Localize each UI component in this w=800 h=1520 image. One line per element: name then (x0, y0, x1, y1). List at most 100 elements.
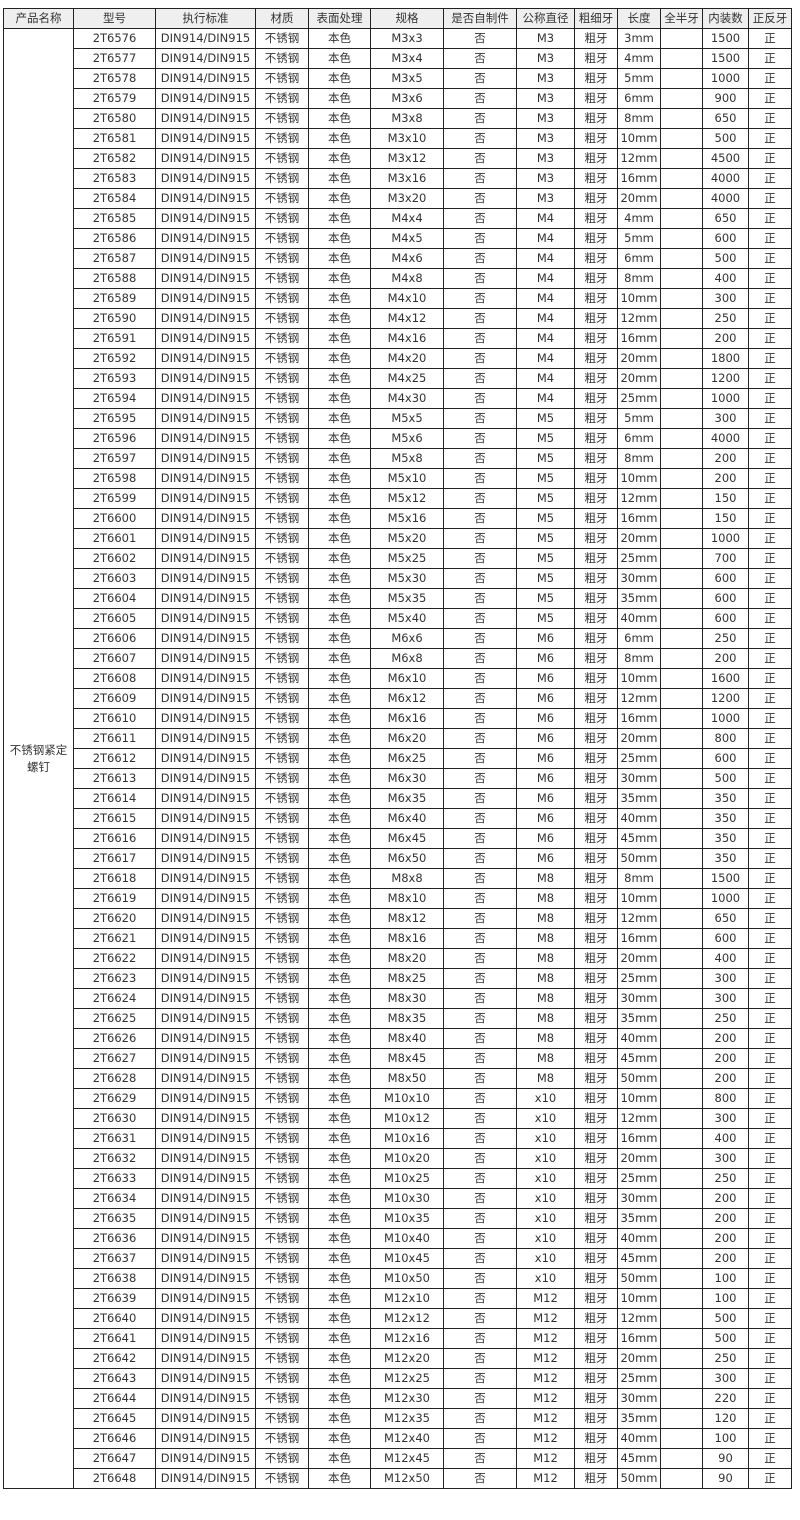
cell-self-made: 否 (443, 1428, 517, 1449)
cell-spec: M10x10 (370, 1088, 444, 1109)
cell-material: 不锈钢 (255, 1408, 309, 1429)
cell-full-half-thread (660, 1408, 703, 1429)
cell-thread-direction: 正 (748, 688, 792, 709)
cell-pack-quantity: 200 (702, 648, 749, 669)
cell-thread-direction: 正 (748, 1208, 792, 1229)
cell-full-half-thread (660, 888, 703, 909)
cell-thread-type: 粗牙 (574, 1368, 618, 1389)
cell-model: 2T6582 (73, 148, 156, 169)
cell-pack-quantity: 1000 (702, 528, 749, 549)
cell-model: 2T6618 (73, 868, 156, 889)
cell-standard: DIN914/DIN915 (155, 168, 256, 189)
cell-full-half-thread (660, 808, 703, 829)
cell-surface-treatment: 本色 (308, 128, 371, 149)
cell-thread-type: 粗牙 (574, 408, 618, 429)
cell-length: 8mm (617, 108, 661, 129)
cell-surface-treatment: 本色 (308, 648, 371, 669)
cell-spec: M12x30 (370, 1388, 444, 1409)
table-row: 2T6611 DIN914/DIN915 不锈钢 本色 M6x20 否 M6 粗牙 20mm 80… (4, 728, 792, 749)
cell-self-made: 否 (443, 1168, 517, 1189)
table-row: 2T6582 DIN914/DIN915 不锈钢 本色 M3x12 否 M3 粗牙 12mm 45… (4, 148, 792, 169)
cell-thread-direction: 正 (748, 528, 792, 549)
cell-thread-direction: 正 (748, 1188, 792, 1209)
cell-full-half-thread (660, 348, 703, 369)
cell-surface-treatment: 本色 (308, 608, 371, 629)
cell-nominal-diameter: M6 (516, 628, 575, 649)
cell-thread-type: 粗牙 (574, 1408, 618, 1429)
cell-thread-type: 粗牙 (574, 248, 618, 269)
cell-surface-treatment: 本色 (308, 788, 371, 809)
cell-self-made: 否 (443, 1008, 517, 1029)
table-row: 2T6621 DIN914/DIN915 不锈钢 本色 M8x16 否 M8 粗牙 16mm 60… (4, 928, 792, 949)
cell-pack-quantity: 500 (702, 1328, 749, 1349)
cell-standard: DIN914/DIN915 (155, 848, 256, 869)
cell-nominal-diameter: M5 (516, 448, 575, 469)
cell-self-made: 否 (443, 908, 517, 929)
cell-standard: DIN914/DIN915 (155, 1388, 256, 1409)
cell-standard: DIN914/DIN915 (155, 408, 256, 429)
table-row: 2T6590 DIN914/DIN915 不锈钢 本色 M4x12 否 M4 粗牙 12mm 25… (4, 308, 792, 329)
cell-nominal-diameter: M3 (516, 108, 575, 129)
table-row: 2T6626 DIN914/DIN915 不锈钢 本色 M8x40 否 M8 粗牙 40mm 20… (4, 1028, 792, 1049)
cell-self-made: 否 (443, 68, 517, 89)
cell-nominal-diameter: M4 (516, 348, 575, 369)
cell-thread-direction: 正 (748, 788, 792, 809)
cell-pack-quantity: 150 (702, 488, 749, 509)
cell-thread-direction: 正 (748, 128, 792, 149)
cell-full-half-thread (660, 1048, 703, 1069)
cell-length: 30mm (617, 988, 661, 1009)
cell-self-made: 否 (443, 428, 517, 449)
cell-spec: M5x12 (370, 488, 444, 509)
table-row: 2T6610 DIN914/DIN915 不锈钢 本色 M6x16 否 M6 粗牙 16mm 10… (4, 708, 792, 729)
cell-length: 20mm (617, 1348, 661, 1369)
cell-standard: DIN914/DIN915 (155, 808, 256, 829)
cell-nominal-diameter: x10 (516, 1148, 575, 1169)
cell-standard: DIN914/DIN915 (155, 668, 256, 689)
cell-standard: DIN914/DIN915 (155, 468, 256, 489)
cell-model: 2T6612 (73, 748, 156, 769)
cell-pack-quantity: 250 (702, 1168, 749, 1189)
cell-nominal-diameter: M3 (516, 68, 575, 89)
cell-spec: M12x20 (370, 1348, 444, 1369)
cell-pack-quantity: 200 (702, 1228, 749, 1249)
cell-material: 不锈钢 (255, 988, 309, 1009)
cell-length: 6mm (617, 628, 661, 649)
table-row: 2T6622 DIN914/DIN915 不锈钢 本色 M8x20 否 M8 粗牙 20mm 40… (4, 948, 792, 969)
cell-material: 不锈钢 (255, 1068, 309, 1089)
cell-thread-direction: 正 (748, 1308, 792, 1329)
cell-pack-quantity: 650 (702, 908, 749, 929)
cell-thread-type: 粗牙 (574, 468, 618, 489)
cell-pack-quantity: 1500 (702, 48, 749, 69)
cell-length: 25mm (617, 1368, 661, 1389)
cell-nominal-diameter: M4 (516, 268, 575, 289)
cell-surface-treatment: 本色 (308, 1268, 371, 1289)
cell-pack-quantity: 400 (702, 948, 749, 969)
cell-thread-type: 粗牙 (574, 128, 618, 149)
cell-standard: DIN914/DIN915 (155, 748, 256, 769)
cell-material: 不锈钢 (255, 1348, 309, 1369)
cell-surface-treatment: 本色 (308, 1048, 371, 1069)
table-row: 2T6599 DIN914/DIN915 不锈钢 本色 M5x12 否 M5 粗牙 12mm 15… (4, 488, 792, 509)
cell-length: 8mm (617, 648, 661, 669)
table-row: 2T6636 DIN914/DIN915 不锈钢 本色 M10x40 否 x10 粗牙 40mm… (4, 1228, 792, 1249)
cell-spec: M6x30 (370, 768, 444, 789)
cell-material: 不锈钢 (255, 528, 309, 549)
cell-surface-treatment: 本色 (308, 1128, 371, 1149)
cell-full-half-thread (660, 688, 703, 709)
table-row: 2T6589 DIN914/DIN915 不锈钢 本色 M4x10 否 M4 粗牙 10mm 30… (4, 288, 792, 309)
cell-model: 2T6627 (73, 1048, 156, 1069)
cell-spec: M8x50 (370, 1068, 444, 1089)
cell-model: 2T6641 (73, 1328, 156, 1349)
cell-self-made: 否 (443, 528, 517, 549)
table-row: 2T6593 DIN914/DIN915 不锈钢 本色 M4x25 否 M4 粗牙 20mm 12… (4, 368, 792, 389)
cell-full-half-thread (660, 288, 703, 309)
cell-length: 10mm (617, 468, 661, 489)
cell-nominal-diameter: x10 (516, 1128, 575, 1149)
cell-surface-treatment: 本色 (308, 168, 371, 189)
cell-thread-direction: 正 (748, 1148, 792, 1169)
table-row: 2T6579 DIN914/DIN915 不锈钢 本色 M3x6 否 M3 粗牙 6mm 900 正 (4, 88, 792, 109)
cell-spec: M3x6 (370, 88, 444, 109)
cell-thread-direction: 正 (748, 1448, 792, 1469)
cell-material: 不锈钢 (255, 348, 309, 369)
cell-pack-quantity: 4000 (702, 428, 749, 449)
